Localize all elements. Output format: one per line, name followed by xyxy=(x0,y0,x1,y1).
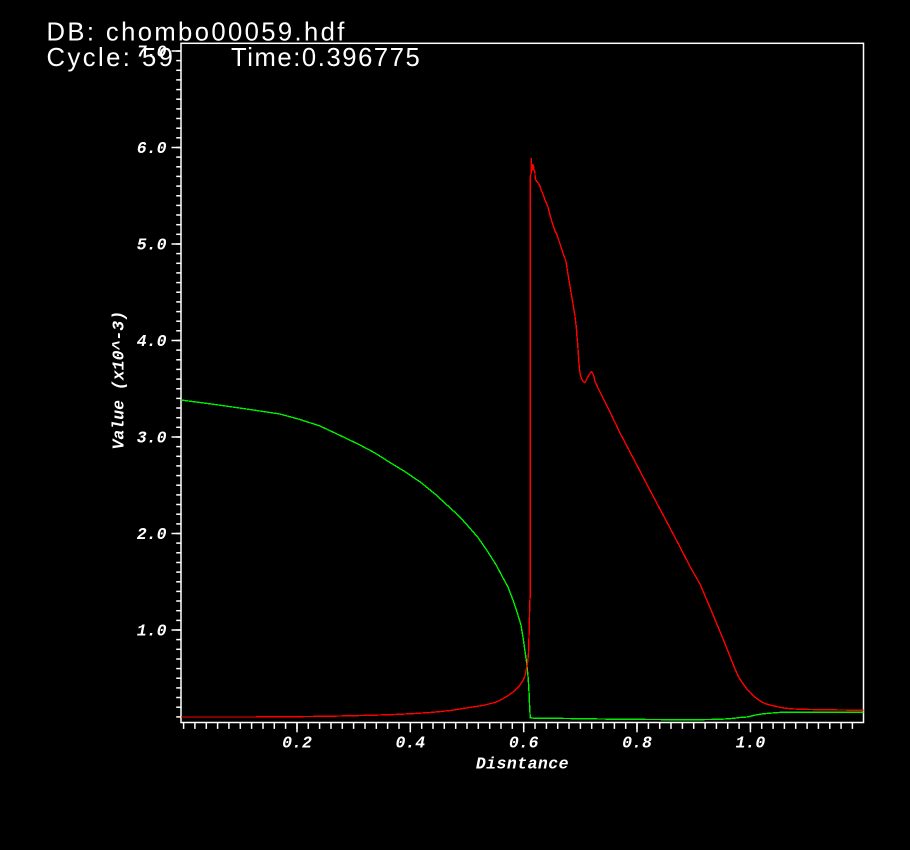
svg-text:Disntance: Disntance xyxy=(476,754,569,773)
svg-text:Cycle: 59: Cycle: 59 xyxy=(47,44,176,72)
svg-text:3.0: 3.0 xyxy=(137,428,167,447)
svg-text:4.0: 4.0 xyxy=(137,332,167,351)
svg-text:0.6: 0.6 xyxy=(509,734,539,753)
svg-text:1.0: 1.0 xyxy=(736,734,766,753)
svg-text:5.0: 5.0 xyxy=(137,235,167,254)
svg-text:2.0: 2.0 xyxy=(137,525,167,544)
svg-text:0.4: 0.4 xyxy=(395,734,425,753)
svg-text:0.2: 0.2 xyxy=(282,734,312,753)
svg-text:6.0: 6.0 xyxy=(137,139,167,158)
svg-text:7.0: 7.0 xyxy=(137,42,167,61)
svg-text:Time:0.396775: Time:0.396775 xyxy=(231,44,421,72)
svg-text:0.8: 0.8 xyxy=(622,734,652,753)
svg-text:Value (x10^-3): Value (x10^-3) xyxy=(110,311,129,450)
svg-text:DB: chombo00059.hdf: DB: chombo00059.hdf xyxy=(47,19,347,47)
svg-text:1.0: 1.0 xyxy=(137,621,167,640)
